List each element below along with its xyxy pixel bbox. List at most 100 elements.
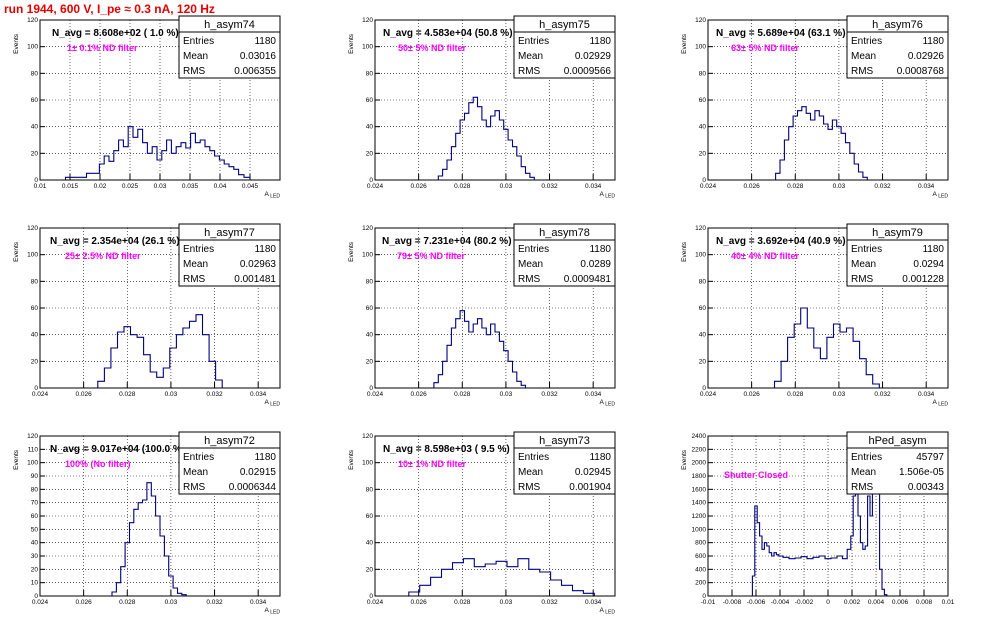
filter-annotation: 1± 0.1% ND filter (67, 43, 138, 53)
x-tick-label: 0.032 (874, 183, 891, 190)
stats-box-frame (846, 15, 949, 79)
y-tick-label: 40 (366, 332, 374, 339)
stat-value: 0.0006344 (229, 482, 277, 493)
stat-key: Entries (851, 452, 882, 463)
stat-key: Mean (518, 259, 543, 270)
y-tick-label: 2000 (692, 460, 707, 467)
y-tick-label: 120 (695, 17, 706, 24)
stat-value: 0.00343 (908, 482, 945, 493)
x-tick-label: 0.032 (541, 183, 558, 190)
stats-box: h_asym73 Entries 1180 Mean 0.02945 RMS 0.00190… (513, 431, 616, 495)
stat-value: 0.02926 (908, 51, 945, 62)
stat-key: Mean (183, 467, 208, 478)
y-tick-label: 40 (699, 124, 707, 131)
stat-value: 1180 (254, 244, 276, 255)
stat-value: 45797 (916, 452, 944, 463)
stat-value: 0.02915 (240, 467, 277, 478)
histogram-series (773, 307, 880, 388)
panel-h_asym77: 0 20 40 60 80 100 120 0.024 0.026 0.028 0.03 0.032 0… (13, 223, 281, 408)
stats-box-frame (513, 15, 616, 79)
histogram-title: N_avg = 2.354e+04 (26.1 %) (50, 236, 180, 247)
stat-value: 1180 (922, 36, 944, 47)
stat-key: Entries (518, 36, 549, 47)
x-tick-label: 0.032 (874, 391, 891, 398)
stats-box: h_asym76 Entries 1180 Mean 0.02926 RMS 0.00087… (846, 15, 949, 79)
stat-key: Entries (183, 36, 214, 47)
y-tick-label: 20 (366, 150, 374, 157)
histogram-series (433, 310, 527, 388)
stat-key: Mean (851, 51, 876, 62)
x-tick-label: 0.03 (500, 599, 513, 606)
y-tick-label: 80 (31, 278, 39, 285)
y-tick-label: 1200 (692, 513, 707, 520)
x-tick-label: 0.026 (75, 391, 92, 398)
x-tick-label: 0.01 (34, 183, 47, 190)
y-tick-label: 40 (366, 540, 374, 547)
stat-key: RMS (183, 482, 206, 493)
y-tick-label: 120 (362, 433, 373, 440)
x-tick-label: 0.034 (918, 183, 935, 190)
y-tick-label: 20 (699, 358, 707, 365)
y-axis-label: Events (13, 449, 20, 470)
filter-annotation: 63± 5% ND filter (731, 43, 799, 53)
y-tick-label: 0 (34, 593, 38, 600)
x-tick-label: 0.03 (154, 183, 167, 190)
y-tick-label: 20 (31, 358, 39, 365)
y-tick-label: 70 (31, 500, 39, 507)
x-tick-label: 0.03 (165, 391, 178, 398)
y-tick-label: 800 (695, 540, 706, 547)
x-tick-label: 0.03 (165, 599, 178, 606)
stat-key: Entries (183, 244, 214, 255)
stat-value: 1180 (922, 244, 944, 255)
stat-value: 1180 (589, 36, 611, 47)
y-tick-label: 60 (366, 97, 374, 104)
stat-key: RMS (518, 274, 541, 285)
stat-key: RMS (851, 66, 874, 77)
stats-box: h_asym77 Entries 1180 Mean 0.02963 RMS 0.00148… (178, 223, 281, 287)
y-tick-label: 60 (366, 513, 374, 520)
x-tick-label: 0.026 (410, 599, 427, 606)
stat-key: RMS (183, 66, 206, 77)
x-tick-label: 0.024 (367, 599, 384, 606)
x-tick-label: 0.026 (743, 183, 760, 190)
stat-value: 0.001228 (902, 274, 944, 285)
y-tick-label: 80 (31, 486, 39, 493)
histogram-name: h_asym72 (204, 435, 255, 447)
x-tick-label: 0.034 (585, 391, 602, 398)
y-tick-label: 120 (695, 225, 706, 232)
x-tick-label: 0.024 (367, 391, 384, 398)
stat-key: Mean (851, 467, 876, 478)
y-tick-label: 90 (31, 473, 39, 480)
stats-box: h_asym79 Entries 1180 Mean 0.0294 RMS 0.001228 (846, 223, 949, 287)
filter-annotation: 50± 5% ND filter (398, 43, 466, 53)
stat-value: 0.02963 (240, 259, 277, 270)
x-axis-label: A LED (933, 191, 949, 200)
stats-box: h_asym75 Entries 1180 Mean 0.02929 RMS 0.00095… (513, 15, 616, 79)
x-tick-label: -0.01 (701, 599, 716, 606)
x-tick-label: 0.028 (119, 391, 136, 398)
x-tick-label: 0.024 (700, 391, 717, 398)
stats-box-frame (178, 431, 281, 495)
stat-key: Entries (183, 452, 214, 463)
stat-key: Entries (518, 244, 549, 255)
y-axis-label: Events (681, 33, 688, 54)
x-tick-label: 0.032 (541, 599, 558, 606)
y-tick-label: 0 (702, 593, 706, 600)
x-axis-label: A LED (600, 191, 616, 200)
y-tick-label: 1400 (692, 500, 707, 507)
y-tick-label: 30 (31, 553, 39, 560)
histogram-title: N_avg = 9.017e+04 (100.0 %) (50, 444, 185, 455)
histogram-series (64, 126, 251, 180)
y-axis-label: Events (13, 241, 20, 262)
stats-box-frame (178, 15, 281, 79)
y-tick-label: 50 (31, 526, 39, 533)
filter-annotation: 25± 2.5% ND filter (65, 251, 141, 261)
y-tick-label: 40 (31, 124, 39, 131)
x-tick-label: 0.028 (454, 391, 471, 398)
x-axis-label: A LED (265, 607, 281, 616)
stats-box-frame (178, 223, 281, 287)
histogram-title: N_avg = 4.583e+04 (50.8 %) (383, 28, 513, 39)
x-tick-label: 0.026 (410, 183, 427, 190)
stat-value: 0.0009481 (564, 274, 612, 285)
y-tick-label: 0 (702, 385, 706, 392)
